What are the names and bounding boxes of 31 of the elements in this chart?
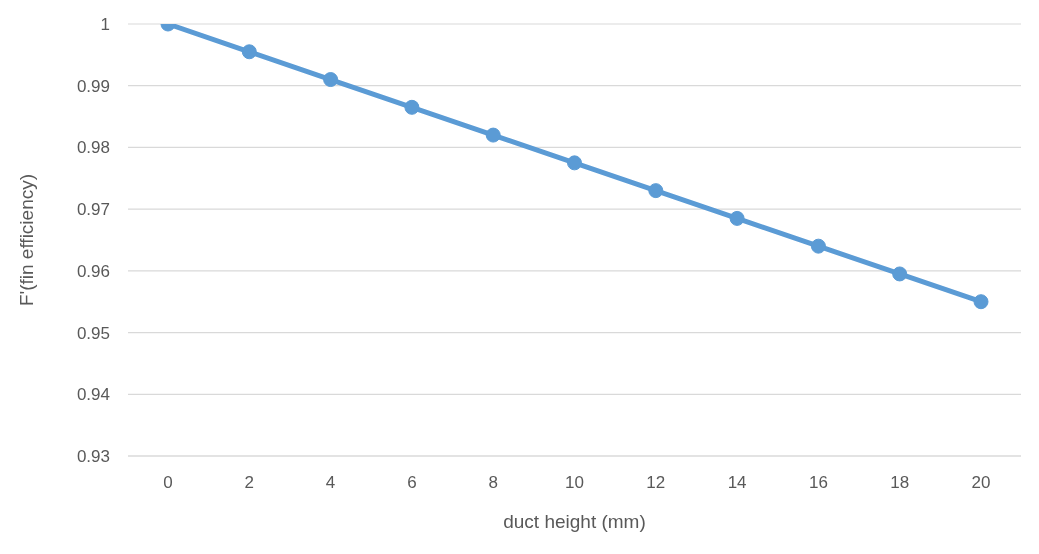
x-tick-label: 8	[488, 473, 498, 493]
y-tick-label: 0.96	[76, 261, 110, 281]
x-tick-label: 0	[163, 473, 173, 493]
y-tick-label: 0.97	[76, 200, 110, 220]
point	[485, 127, 501, 143]
point	[241, 44, 257, 60]
point	[567, 155, 582, 171]
y-tick-label: 1	[100, 15, 110, 35]
x-tick-label: 20	[971, 473, 991, 493]
y-tick-label: 0.93	[76, 447, 110, 467]
y-tick-label: 0.94	[76, 385, 110, 405]
point	[892, 266, 908, 282]
x-tick-label: 6	[407, 473, 417, 493]
x-tick-label: 4	[325, 473, 336, 493]
x-tick-label: 2	[244, 473, 255, 493]
point	[973, 294, 989, 310]
x-tick-label: 16	[808, 473, 828, 493]
point	[810, 238, 826, 254]
point	[323, 72, 339, 88]
x-tick-label: 12	[646, 473, 666, 493]
point	[729, 210, 745, 226]
point	[404, 99, 420, 115]
x-tick-label: 10	[565, 473, 584, 493]
x-tick-label: 14	[727, 473, 747, 493]
y-tick-label: 0.99	[76, 76, 110, 96]
x-axis-title: duct height (mm)	[503, 511, 646, 532]
point	[648, 183, 664, 199]
y-axis-title: F'(fin efficiency)	[15, 173, 37, 307]
y-tick-label: 0.98	[76, 138, 110, 158]
x-tick-label: 18	[890, 473, 910, 493]
y-tick-label: 0.95	[76, 323, 110, 343]
